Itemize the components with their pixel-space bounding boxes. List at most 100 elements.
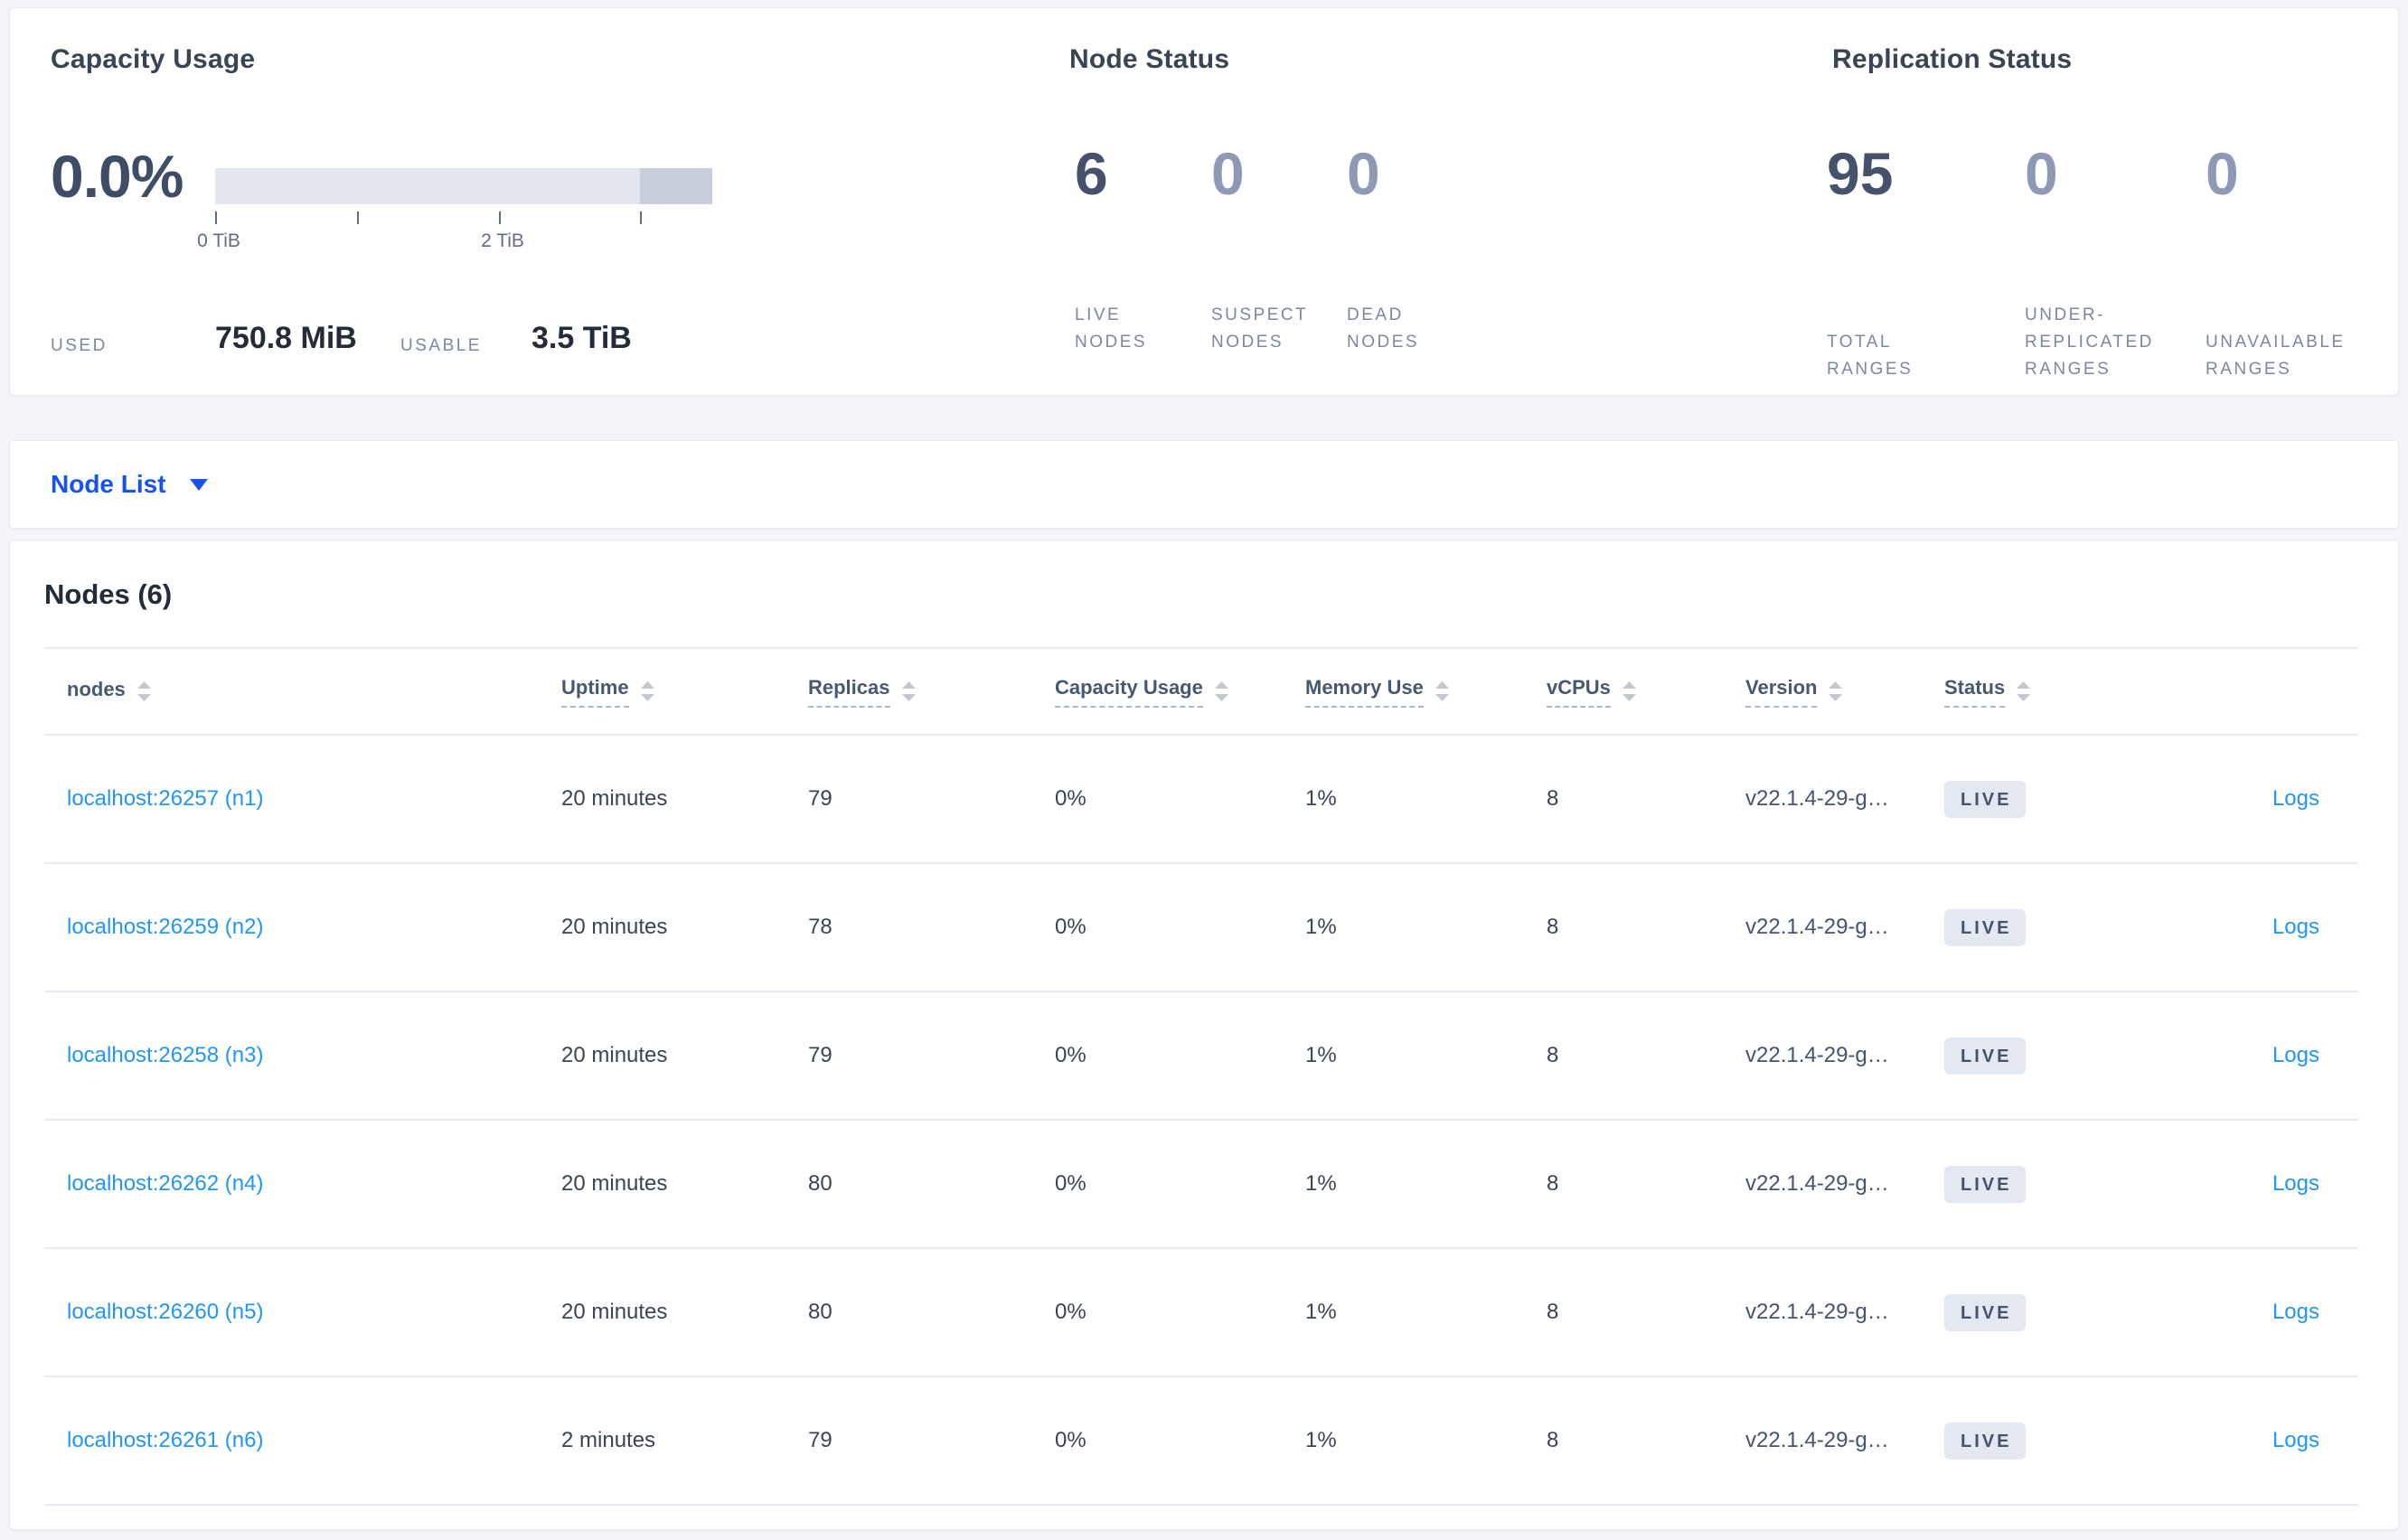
used-value: 750.8 MiB	[215, 321, 357, 355]
node-link[interactable]: localhost:26258 (n3)	[67, 1043, 264, 1067]
column-header-memory-use[interactable]: Memory Use	[1305, 676, 1547, 708]
version-cell: v22.1.4-29-g…	[1745, 1428, 1889, 1452]
node-status-title: Node Status	[1069, 44, 1230, 74]
sort-icon[interactable]	[640, 681, 654, 701]
vcpus-cell: 8	[1547, 1300, 1559, 1324]
column-header-nodes[interactable]: nodes	[67, 678, 561, 705]
table-row: localhost:26261 (n6) 2 minutes 79 0% 1% …	[44, 1377, 2358, 1506]
vcpus-cell: 8	[1547, 1171, 1559, 1196]
unavailable-ranges-count: 0	[2206, 140, 2239, 207]
capacity-bar	[215, 168, 712, 204]
version-cell: v22.1.4-29-g…	[1745, 1043, 1889, 1067]
node-link[interactable]: localhost:26259 (n2)	[67, 915, 264, 939]
node-list-dropdown[interactable]: Node List	[51, 470, 166, 498]
status-badge: LIVE	[1944, 1037, 2027, 1075]
version-cell: v22.1.4-29-g…	[1745, 786, 1889, 811]
live-nodes-count: 6	[1075, 140, 1108, 207]
suspect-nodes-label: SUSPECT NODES	[1211, 305, 1308, 352]
unavailable-ranges-label: UNAVAILABLE RANGES	[2206, 333, 2346, 379]
logs-link[interactable]: Logs	[2272, 1171, 2319, 1196]
capacity-cell: 0%	[1055, 786, 1086, 811]
vcpus-cell: 8	[1547, 915, 1559, 939]
version-cell: v22.1.4-29-g…	[1745, 1300, 1889, 1324]
replication-status-stats: 95 TOTAL RANGES 0 UNDER-REPLICATED RANGE…	[1827, 144, 2386, 383]
usable-value: 3.5 TiB	[531, 321, 632, 355]
column-header-replicas[interactable]: Replicas	[808, 676, 1055, 708]
total-ranges-count: 95	[1827, 140, 1894, 207]
sort-icon[interactable]	[1214, 681, 1228, 701]
memory-cell: 1%	[1305, 1171, 1337, 1196]
replicas-cell: 78	[808, 915, 832, 939]
capacity-cell: 0%	[1055, 1043, 1086, 1067]
replicas-cell: 80	[808, 1300, 832, 1324]
memory-cell: 1%	[1305, 1428, 1337, 1452]
usable-label: USABLE	[400, 336, 482, 355]
node-link[interactable]: localhost:26262 (n4)	[67, 1171, 264, 1196]
dead-nodes-count: 0	[1347, 140, 1380, 207]
node-link[interactable]: localhost:26257 (n1)	[67, 786, 264, 811]
vcpus-cell: 8	[1547, 1043, 1559, 1067]
sort-icon[interactable]	[1829, 681, 1843, 701]
nodes-table-title: Nodes (6)	[44, 578, 173, 610]
capacity-cell: 0%	[1055, 915, 1086, 939]
table-header-row: nodes Uptime Replicas Capacity Usage Mem…	[44, 649, 2358, 736]
sort-icon[interactable]	[1434, 681, 1449, 701]
axis-tick-label-2: 2 TiB	[481, 230, 524, 251]
node-link[interactable]: localhost:26261 (n6)	[67, 1428, 264, 1452]
table-row: localhost:26257 (n1) 20 minutes 79 0% 1%…	[44, 736, 2358, 864]
status-badge: LIVE	[1944, 1293, 2027, 1331]
memory-cell: 1%	[1305, 786, 1337, 811]
column-header-capacity-usage[interactable]: Capacity Usage	[1055, 676, 1305, 708]
capacity-cell: 0%	[1055, 1300, 1086, 1324]
capacity-percent: 0.0%	[51, 143, 183, 210]
table-row: localhost:26258 (n3) 20 minutes 79 0% 1%…	[44, 992, 2358, 1121]
total-ranges-label: TOTAL RANGES	[1827, 333, 1914, 379]
used-label: USED	[51, 336, 108, 355]
sort-icon[interactable]	[2017, 681, 2031, 701]
version-cell: v22.1.4-29-g…	[1745, 1171, 1889, 1196]
table-row: localhost:26260 (n5) 20 minutes 80 0% 1%…	[44, 1249, 2358, 1377]
dead-nodes-label: DEAD NODES	[1347, 305, 1420, 352]
uptime-cell: 20 minutes	[561, 1300, 668, 1324]
logs-link[interactable]: Logs	[2272, 1428, 2319, 1452]
chevron-down-icon[interactable]	[189, 478, 208, 491]
logs-link[interactable]: Logs	[2272, 1300, 2319, 1324]
capacity-cell: 0%	[1055, 1171, 1086, 1196]
column-header-uptime[interactable]: Uptime	[561, 676, 808, 708]
capacity-bar-end-segment	[640, 168, 712, 204]
node-list-selector-bar: Node List	[9, 440, 2399, 529]
nodes-table: nodes Uptime Replicas Capacity Usage Mem…	[44, 647, 2358, 1506]
replicas-cell: 79	[808, 1043, 832, 1067]
axis-tick	[357, 211, 359, 224]
node-link[interactable]: localhost:26260 (n5)	[67, 1300, 264, 1324]
logs-link[interactable]: Logs	[2272, 786, 2319, 811]
column-header-version[interactable]: Version	[1745, 676, 1944, 708]
sort-icon[interactable]	[136, 681, 151, 701]
sort-icon[interactable]	[901, 681, 916, 701]
logs-link[interactable]: Logs	[2272, 1043, 2319, 1067]
status-badge: LIVE	[1944, 908, 2027, 946]
status-badge: LIVE	[1944, 780, 2027, 818]
logs-link[interactable]: Logs	[2272, 915, 2319, 939]
replication-status-title: Replication Status	[1832, 44, 2073, 74]
axis-tick	[215, 211, 217, 224]
under-replicated-ranges-count: 0	[2025, 140, 2058, 207]
under-replicated-ranges-label: UNDER-REPLICATED RANGES	[2025, 305, 2154, 379]
memory-cell: 1%	[1305, 915, 1337, 939]
column-header-status[interactable]: Status	[1944, 676, 2152, 708]
uptime-cell: 20 minutes	[561, 1043, 668, 1067]
column-header-vcpus[interactable]: vCPUs	[1547, 676, 1745, 708]
status-badge: LIVE	[1944, 1422, 2027, 1460]
nodes-table-panel: Nodes (6) nodes Uptime Replicas Capacity…	[9, 540, 2399, 1530]
uptime-cell: 20 minutes	[561, 1171, 668, 1196]
sort-icon[interactable]	[1622, 681, 1636, 701]
cluster-summary-panel: Capacity Usage 0.0% 0 TiB 2 TiB USED 750…	[9, 7, 2399, 396]
axis-tick	[640, 211, 642, 224]
axis-tick	[499, 211, 501, 224]
vcpus-cell: 8	[1547, 1428, 1559, 1452]
axis-tick-label-0: 0 TiB	[197, 230, 240, 251]
uptime-cell: 20 minutes	[561, 786, 668, 811]
capacity-cell: 0%	[1055, 1428, 1086, 1452]
uptime-cell: 20 minutes	[561, 915, 668, 939]
